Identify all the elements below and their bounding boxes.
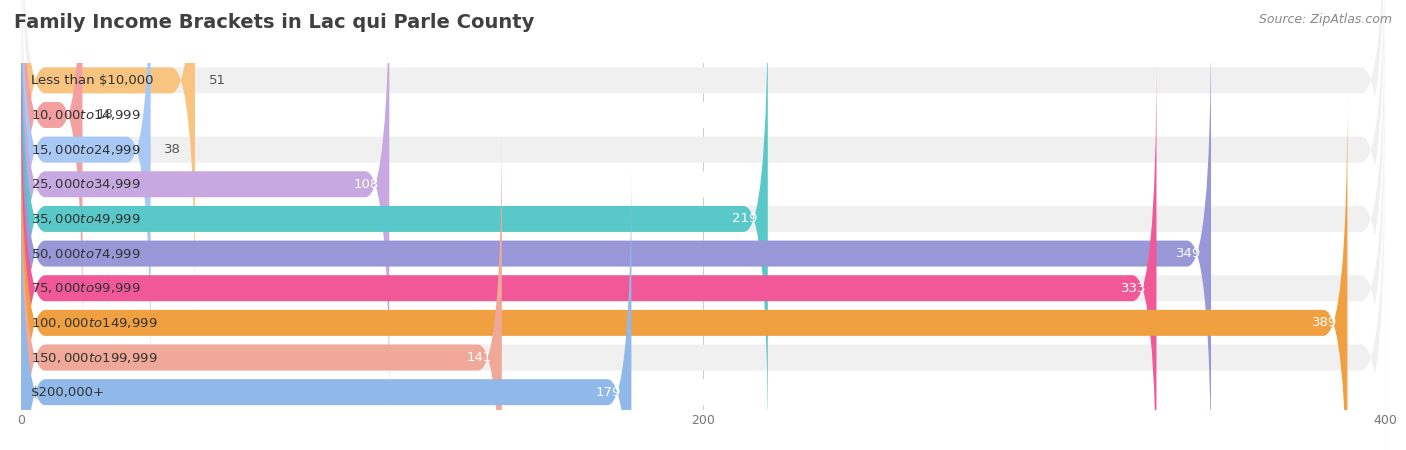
Text: $25,000 to $34,999: $25,000 to $34,999 [31, 177, 141, 191]
FancyBboxPatch shape [21, 58, 1157, 450]
FancyBboxPatch shape [21, 24, 1211, 450]
FancyBboxPatch shape [21, 128, 1385, 450]
FancyBboxPatch shape [21, 0, 1385, 379]
Text: Family Income Brackets in Lac qui Parle County: Family Income Brackets in Lac qui Parle … [14, 14, 534, 32]
Text: $150,000 to $199,999: $150,000 to $199,999 [31, 351, 157, 364]
FancyBboxPatch shape [21, 0, 389, 414]
Text: $200,000+: $200,000+ [31, 386, 105, 399]
Text: $75,000 to $99,999: $75,000 to $99,999 [31, 281, 141, 295]
FancyBboxPatch shape [21, 0, 1385, 414]
Text: 333: 333 [1121, 282, 1146, 295]
FancyBboxPatch shape [21, 24, 1385, 450]
Text: 18: 18 [96, 108, 112, 122]
Text: 389: 389 [1312, 316, 1337, 329]
Text: 38: 38 [165, 143, 181, 156]
FancyBboxPatch shape [21, 0, 1385, 345]
FancyBboxPatch shape [21, 0, 150, 379]
Text: $15,000 to $24,999: $15,000 to $24,999 [31, 143, 141, 157]
Text: 179: 179 [596, 386, 621, 399]
Text: Less than $10,000: Less than $10,000 [31, 74, 153, 87]
Text: 51: 51 [208, 74, 225, 87]
Text: Source: ZipAtlas.com: Source: ZipAtlas.com [1258, 14, 1392, 27]
FancyBboxPatch shape [21, 0, 195, 310]
FancyBboxPatch shape [21, 0, 768, 449]
FancyBboxPatch shape [21, 0, 1385, 310]
Text: $10,000 to $14,999: $10,000 to $14,999 [31, 108, 141, 122]
Text: $50,000 to $74,999: $50,000 to $74,999 [31, 247, 141, 261]
Text: 141: 141 [467, 351, 492, 364]
Text: 349: 349 [1175, 247, 1201, 260]
FancyBboxPatch shape [21, 128, 502, 450]
FancyBboxPatch shape [21, 93, 1347, 450]
Text: 108: 108 [354, 178, 380, 191]
FancyBboxPatch shape [21, 58, 1385, 450]
FancyBboxPatch shape [21, 162, 631, 450]
Text: 219: 219 [733, 212, 758, 225]
FancyBboxPatch shape [21, 162, 1385, 450]
Text: $100,000 to $149,999: $100,000 to $149,999 [31, 316, 157, 330]
FancyBboxPatch shape [21, 93, 1385, 450]
Text: $35,000 to $49,999: $35,000 to $49,999 [31, 212, 141, 226]
FancyBboxPatch shape [21, 0, 1385, 449]
FancyBboxPatch shape [21, 0, 83, 345]
